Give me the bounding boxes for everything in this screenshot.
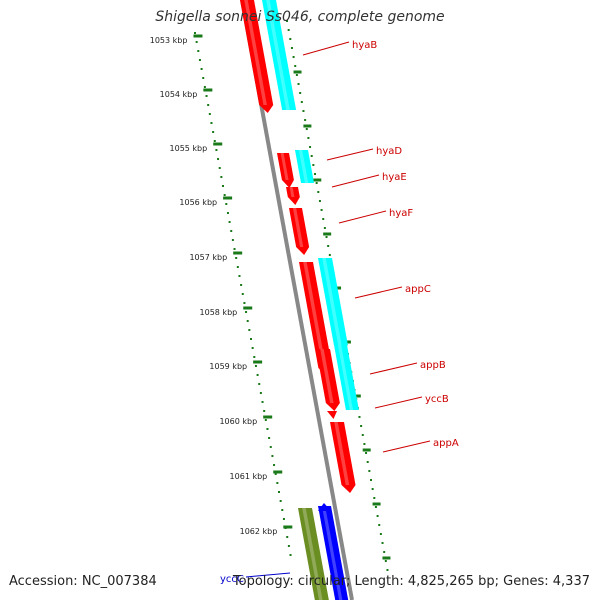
kbp-tick-label: 1054 kbp xyxy=(160,90,198,99)
leader-line xyxy=(245,572,291,578)
gene-features xyxy=(240,0,359,600)
leader-line xyxy=(382,440,431,453)
gene-label-hyaF: hyaF xyxy=(389,208,413,219)
kbp-tick-label: 1055 kbp xyxy=(170,144,208,153)
gene-appC-forward xyxy=(299,262,333,376)
gene-label-hyaD: hyaD xyxy=(376,146,402,157)
leader-line xyxy=(302,41,350,56)
gene-label-appA: appA xyxy=(433,438,459,449)
kbp-tick-label: 1059 kbp xyxy=(209,362,247,371)
topology-text: Topology: circular; Length: 4,825,265 bp… xyxy=(232,574,590,589)
kbp-tick-label: 1058 kbp xyxy=(200,308,238,317)
leader-line xyxy=(374,396,423,409)
gene-label-hyaB: hyaB xyxy=(352,40,377,51)
gene-appC-reverse xyxy=(318,258,348,345)
kbp-tick-label: 1060 kbp xyxy=(219,417,257,426)
leader-line xyxy=(331,174,380,188)
gene-yccB-forward xyxy=(327,411,337,419)
gene-label-appB: appB xyxy=(420,360,446,371)
kbp-tick-label: 1056 kbp xyxy=(179,198,217,207)
gene-appB-reverse xyxy=(334,345,359,410)
gene-yccC-blue xyxy=(318,506,349,600)
leader-line xyxy=(354,286,403,299)
accession-text: Accession: NC_007384 xyxy=(9,574,157,589)
gene-hyaB-reverse xyxy=(262,0,297,110)
genome-title: Shigella sonnei Ss046, complete genome xyxy=(155,9,445,25)
gene-label-yccB: yccB xyxy=(425,394,449,405)
gene-label-appC: appC xyxy=(405,284,431,295)
gene-labels: hyaB hyaD hyaE hyaF appC appB yccB appA yccC xyxy=(220,40,459,585)
gene-label-hyaE: hyaE xyxy=(382,172,407,183)
label-leader-lines xyxy=(245,41,431,578)
leader-line xyxy=(326,148,374,161)
gene-hyaF-forward xyxy=(289,208,310,255)
gene-yccC-olive xyxy=(298,508,329,600)
gene-appA-forward xyxy=(330,422,356,493)
gene-appB-forward xyxy=(316,349,340,411)
kbp-ruler: 1053 kbp 1054 kbp 1055 kbp 1056 kbp 1057 kbp… xyxy=(150,32,293,556)
gene-hyaD-forward xyxy=(277,153,294,188)
gene-hyaB-forward xyxy=(240,0,274,113)
gene-hyaE-forward xyxy=(286,187,300,205)
leader-line xyxy=(369,362,418,375)
kbp-tick-label: 1053 kbp xyxy=(150,36,188,45)
kbp-tick-label: 1057 kbp xyxy=(189,253,227,262)
kbp-tick-label: 1062 kbp xyxy=(240,527,278,536)
gene-label-yccC: yccC xyxy=(220,574,244,585)
leader-line xyxy=(338,210,387,224)
kbp-tick-label: 1061 kbp xyxy=(230,472,268,481)
gene-hyaD-reverse xyxy=(295,150,315,183)
